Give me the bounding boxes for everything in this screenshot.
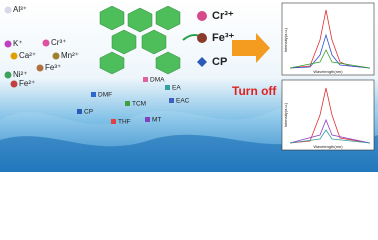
ion-label: Fe³⁺ [45, 63, 61, 72]
solvent-marker [169, 98, 174, 103]
ion-dot [52, 52, 60, 60]
analyte-marker [197, 11, 207, 21]
water-wave [0, 133, 378, 172]
ion-dot [4, 40, 12, 48]
solvent-marker [77, 109, 82, 114]
solvent-label: THF [118, 119, 131, 126]
ion-dot [4, 71, 12, 79]
solvent-label: CP [84, 109, 93, 116]
ion-label: Ca²⁺ [19, 51, 36, 60]
ion-label: Al³⁺ [13, 5, 27, 14]
framework [99, 5, 181, 75]
y-axis-label: Intensity(a.u.) [283, 27, 288, 52]
ion-dot [36, 64, 44, 72]
ion-dot [10, 52, 18, 60]
y-axis-label: Intensity(a.u.) [283, 102, 288, 127]
ion-label: Cr³⁺ [51, 38, 66, 47]
graphical-abstract: Al³⁺K⁺ Cr³⁺Ca²⁺ Mn²⁺Fe³⁺Ni²⁺Fe²⁺Cr³⁺Fe³⁺CP… [0, 0, 378, 172]
solvent-marker [91, 92, 96, 97]
ion-dot [10, 80, 18, 88]
analyte-marker [197, 57, 207, 67]
solvent-label: DMA [150, 77, 165, 84]
solvent-marker [165, 85, 170, 90]
ion-dot [42, 39, 50, 47]
solvent-label: TCM [132, 101, 146, 108]
analyte-label: Cr³⁺ [212, 10, 234, 22]
solvent-label: DMF [98, 92, 112, 99]
spectrum-plot [281, 2, 375, 76]
ion-label: K⁺ [13, 39, 23, 48]
solvent-label: EA [172, 85, 181, 92]
ion-label: Mn²⁺ [61, 51, 79, 60]
solvent-marker [143, 77, 148, 82]
solvent-marker [125, 101, 130, 106]
x-axis-label: Wavelength(nm) [313, 144, 343, 149]
ion-label: Ni²⁺ [13, 70, 27, 79]
solvent-label: MT [152, 117, 161, 124]
turn-off-label: Turn off [232, 84, 277, 98]
analyte-marker [197, 33, 207, 43]
analyte-label: Fe³⁺ [212, 32, 235, 44]
spectrum-plot [281, 79, 375, 151]
arrow [232, 33, 270, 63]
ion-dot [4, 6, 12, 14]
solvent-marker [111, 119, 116, 124]
solvent-marker [145, 117, 150, 122]
solvent-label: EAC [176, 98, 190, 105]
x-axis-label: Wavelength(nm) [313, 69, 343, 74]
analyte-label: CP [212, 56, 227, 68]
ion-label: Fe²⁺ [19, 79, 35, 88]
